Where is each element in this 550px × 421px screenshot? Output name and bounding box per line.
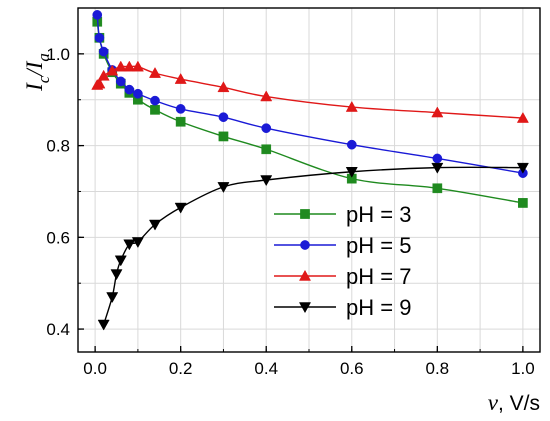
x-axis-title-unit: , V/s — [498, 392, 540, 415]
data-point — [431, 162, 444, 174]
legend-item: pH = 5 — [274, 233, 411, 258]
y-axis-title-sep: / — [22, 67, 47, 78]
data-point — [150, 104, 160, 115]
data-point — [175, 116, 186, 127]
data-point — [94, 32, 105, 43]
data-point — [106, 64, 119, 76]
series-3 — [91, 60, 529, 123]
legend-label: pH = 5 — [346, 233, 411, 258]
y-axis-title-sub2: a — [34, 53, 53, 62]
y-axis-title-main2: I — [22, 60, 47, 70]
data-point — [97, 319, 110, 331]
x-tick-label: 0.6 — [340, 359, 364, 378]
data-point — [261, 123, 272, 134]
data-point — [516, 162, 529, 174]
x-tick-label: 0.4 — [254, 359, 278, 378]
data-point — [93, 77, 106, 89]
data-point — [218, 131, 229, 142]
y-axis-title: Ic/Ia — [22, 53, 53, 92]
legend: pH = 3 pH = 5 pH = 7 pH = 9 — [274, 202, 411, 320]
data-point — [114, 255, 127, 267]
data-point — [432, 183, 443, 194]
data-point — [174, 72, 187, 84]
data-point — [123, 60, 136, 72]
legend-marker — [298, 302, 312, 314]
legend-marker — [300, 209, 310, 219]
y-tick-label: 0.8 — [46, 137, 70, 156]
legend-marker — [300, 240, 310, 250]
data-point — [217, 81, 230, 93]
x-axis-title: v, V/s — [488, 390, 540, 415]
y-tick-label: 0.6 — [46, 228, 70, 247]
series-layer — [91, 10, 529, 331]
y-axis-title-main: I — [22, 82, 47, 92]
data-point — [148, 219, 162, 231]
data-point — [150, 95, 160, 106]
data-point — [218, 112, 229, 123]
legend-item: pH = 9 — [274, 295, 411, 320]
data-point — [148, 67, 162, 78]
x-tick-label: 0.2 — [169, 359, 193, 378]
legend-label: pH = 3 — [346, 202, 411, 227]
data-point — [432, 153, 443, 164]
series-4 — [97, 162, 529, 331]
data-point — [260, 90, 273, 102]
grid — [78, 7, 540, 352]
legend-item: pH = 3 — [274, 202, 411, 227]
data-point — [431, 106, 444, 118]
x-axis-title-symbol: v — [488, 390, 499, 415]
data-point — [131, 237, 144, 249]
data-point — [123, 239, 136, 251]
data-point — [346, 139, 357, 150]
data-point — [110, 269, 123, 281]
data-point — [175, 104, 186, 114]
data-point — [114, 60, 127, 72]
data-point — [518, 198, 528, 208]
data-point — [516, 111, 529, 123]
data-point — [115, 76, 126, 87]
data-point — [174, 202, 187, 214]
data-point — [106, 292, 119, 304]
series-line — [96, 65, 523, 119]
data-point — [124, 84, 135, 95]
legend-marker — [298, 269, 312, 281]
legend-label: pH = 7 — [346, 264, 411, 289]
tick-labels: 0.0 0.2 0.4 0.6 0.8 1.0 0.4 0.6 0.8 1.0 — [46, 45, 534, 378]
series-2 — [92, 10, 528, 178]
series-1 — [92, 16, 528, 208]
series-line — [96, 14, 524, 174]
data-point — [345, 167, 358, 178]
series-line — [102, 166, 523, 325]
axis-ticks — [78, 7, 524, 352]
x-tick-label: 1.0 — [511, 359, 535, 378]
data-point — [261, 144, 272, 155]
data-point — [345, 100, 358, 112]
y-tick-label: 1.0 — [46, 45, 70, 64]
data-point — [98, 46, 109, 57]
data-point — [217, 182, 230, 193]
data-point — [92, 10, 103, 20]
x-tick-label: 0.0 — [83, 359, 107, 378]
legend-item: pH = 7 — [274, 264, 411, 289]
y-axis-title-sub1: c — [34, 75, 53, 83]
data-point — [133, 88, 143, 99]
legend-label: pH = 9 — [346, 295, 411, 320]
y-tick-label: 0.4 — [46, 320, 70, 339]
data-point — [260, 175, 273, 187]
x-tick-label: 0.8 — [426, 359, 450, 378]
data-point — [131, 60, 144, 72]
